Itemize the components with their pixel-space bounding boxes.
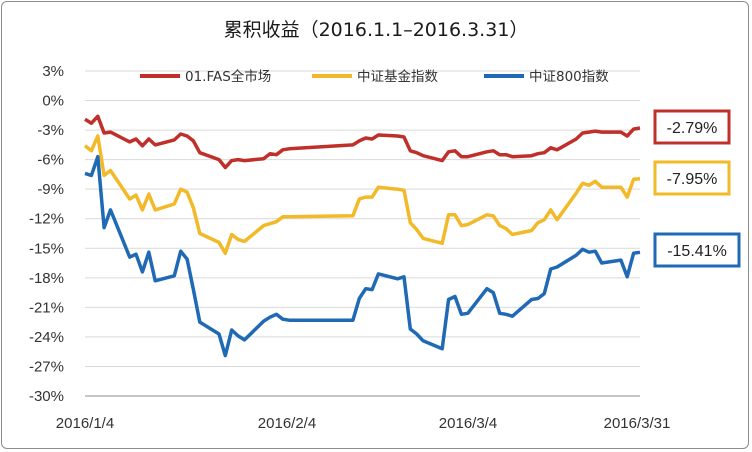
y-tick-label: -3% bbox=[37, 122, 64, 139]
y-tick-label: 0% bbox=[42, 93, 64, 110]
end-label-fas: -2.79% bbox=[667, 120, 718, 137]
y-tick-label: -24% bbox=[29, 329, 64, 346]
end-label-box-fas bbox=[653, 109, 731, 145]
series-line-fas bbox=[84, 114, 641, 170]
end-label-box-csi800 bbox=[653, 232, 741, 268]
legend: 01.FAS全市场 中证基金指数 中证800指数 bbox=[140, 68, 609, 85]
x-tick-label: 2016/3/31 bbox=[604, 415, 671, 432]
series-line-fund-index bbox=[83, 134, 641, 255]
x-tick-label: 2016/1/4 bbox=[56, 415, 114, 432]
y-tick-label: -6% bbox=[37, 152, 64, 169]
legend-label-csi800: 中证800指数 bbox=[529, 69, 609, 85]
y-tick-label: -21% bbox=[29, 299, 64, 316]
y-tick-label: -27% bbox=[29, 358, 64, 375]
legend-label-fas: 01.FAS全市场 bbox=[185, 68, 271, 85]
x-axis: 2016/1/4 2016/2/4 2016/3/4 2016/3/31 bbox=[56, 395, 671, 432]
gridlines bbox=[85, 70, 640, 367]
series-lines bbox=[83, 114, 641, 358]
y-tick-label: -12% bbox=[29, 211, 64, 228]
y-tick-label: -30% bbox=[29, 388, 64, 405]
y-tick-label: -18% bbox=[29, 270, 64, 287]
y-axis: 3% 0% -3% -6% -9% -12% -15% -18% -21% -24% -27% -30… bbox=[29, 63, 64, 405]
end-labels: -2.79% -7.95% -15.41% bbox=[653, 109, 741, 268]
x-tick-label: 2016/3/4 bbox=[439, 415, 497, 432]
y-tick-label: -9% bbox=[37, 181, 64, 198]
y-tick-label: -15% bbox=[29, 240, 64, 257]
end-label-fund-index: -7.95% bbox=[667, 171, 718, 188]
end-label-csi800: -15.41% bbox=[667, 243, 727, 260]
y-tick-label: 3% bbox=[42, 63, 64, 80]
legend-label-fund-index: 中证基金指数 bbox=[357, 68, 438, 85]
series-line-csi800 bbox=[84, 154, 641, 358]
end-label-box-fund-index bbox=[653, 160, 731, 196]
chart-title: 累积收益（2016.1.1–2016.3.31） bbox=[224, 19, 529, 41]
x-tick-label: 2016/2/4 bbox=[258, 415, 316, 432]
